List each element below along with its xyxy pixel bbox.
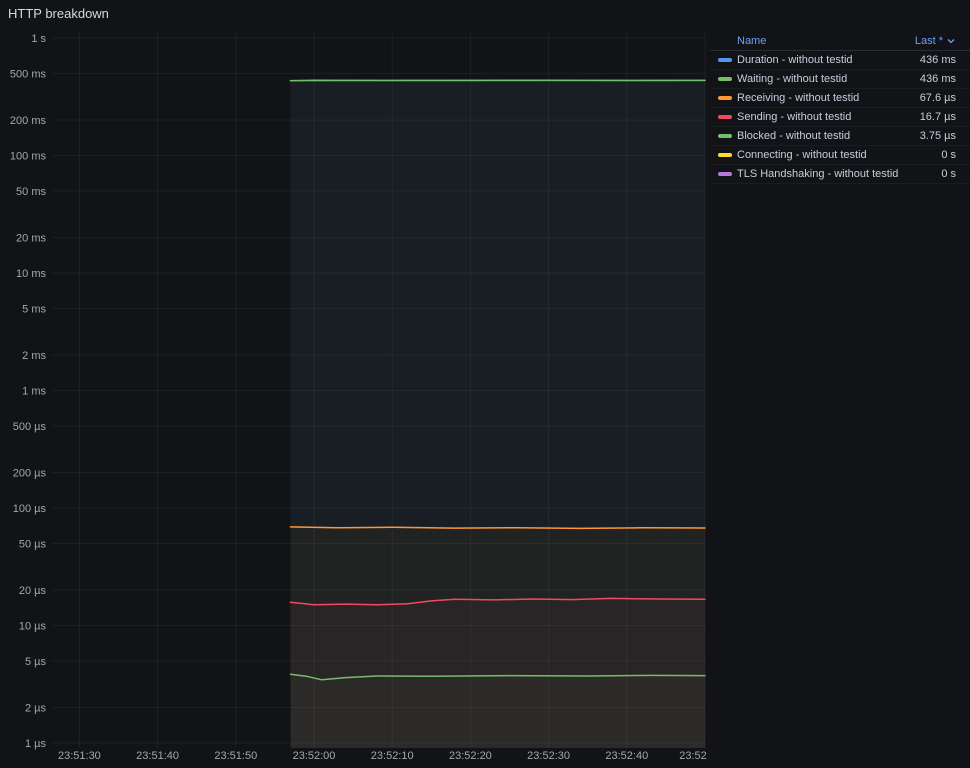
y-tick-label: 100 µs xyxy=(13,503,47,515)
y-tick-label: 50 µs xyxy=(19,538,47,550)
grid xyxy=(52,33,706,748)
x-tick-label: 23:52:00 xyxy=(293,750,336,762)
legend-item[interactable]: Sending - without testid 16.7 µs xyxy=(710,108,970,127)
series-area xyxy=(290,526,705,748)
y-axis-labels: 1 s 500 ms 200 ms 100 ms 50 ms 20 ms 10 ms 5 ms… xyxy=(10,33,47,750)
legend-series-label[interactable]: Receiving - without testid xyxy=(737,92,860,104)
x-tick-label: 23:52:40 xyxy=(605,750,648,762)
x-tick-label: 23:52:10 xyxy=(371,750,414,762)
chevron-down-icon xyxy=(947,39,955,44)
series-area xyxy=(290,598,705,748)
x-tick-label: 23:52:30 xyxy=(527,750,570,762)
series-color-swatch xyxy=(718,77,732,81)
series-color-swatch xyxy=(718,58,732,62)
series-areas xyxy=(290,80,705,748)
y-tick-label: 500 µs xyxy=(13,421,47,433)
series-line xyxy=(289,597,706,606)
legend-series-label[interactable]: TLS Handshaking - without testid xyxy=(737,168,899,180)
series-lines xyxy=(289,79,706,681)
series-line xyxy=(289,79,706,82)
legend-series-value: 0 s xyxy=(941,168,956,180)
y-tick-label: 1 ms xyxy=(22,386,46,398)
legend-series-label[interactable]: Duration - without testid xyxy=(737,54,853,66)
legend-series-value: 67.6 µs xyxy=(919,92,956,104)
y-tick-label: 5 µs xyxy=(25,656,47,668)
series-line xyxy=(289,673,706,681)
series-area xyxy=(290,674,705,748)
panel-title[interactable]: HTTP breakdown xyxy=(8,6,109,21)
series-color-swatch xyxy=(718,172,732,176)
x-tick-label: 23:51:30 xyxy=(58,750,101,762)
legend-item[interactable]: Connecting - without testid 0 s xyxy=(710,146,970,165)
y-tick-label: 200 µs xyxy=(13,468,47,480)
legend-rows: Duration - without testid 436 ms Waiting -… xyxy=(710,51,970,184)
legend-series-value: 16.7 µs xyxy=(919,111,956,123)
series-color-swatch xyxy=(718,153,732,157)
y-tick-label: 1 s xyxy=(31,33,46,45)
y-tick-label: 1 µs xyxy=(25,738,47,750)
legend-series-value: 0 s xyxy=(941,149,956,161)
y-tick-label: 500 ms xyxy=(10,68,47,80)
legend-item[interactable]: TLS Handshaking - without testid 0 s xyxy=(710,165,970,184)
series-area xyxy=(290,80,705,748)
legend-header-name[interactable]: Name xyxy=(737,35,767,47)
legend-item[interactable]: Blocked - without testid 3.75 µs xyxy=(710,127,970,146)
legend-series-value: 436 ms xyxy=(919,54,956,66)
legend: Name Last * Duration - without testid 436… xyxy=(710,32,970,184)
plot-area[interactable] xyxy=(52,33,705,748)
legend-series-value: 436 ms xyxy=(919,73,956,85)
y-tick-label: 100 ms xyxy=(10,151,47,163)
y-tick-label: 50 ms xyxy=(16,186,46,198)
legend-series-label[interactable]: Blocked - without testid xyxy=(737,130,851,142)
legend-header: Name Last * xyxy=(710,32,970,51)
series-color-swatch xyxy=(718,134,732,138)
series-color-swatch xyxy=(718,96,732,100)
y-tick-label: 200 ms xyxy=(10,115,47,127)
legend-series-label[interactable]: Waiting - without testid xyxy=(737,73,848,85)
y-tick-label: 20 µs xyxy=(19,585,47,597)
y-tick-label: 2 ms xyxy=(22,350,46,362)
series-area xyxy=(290,80,705,748)
x-tick-label: 23:52 xyxy=(679,750,707,762)
x-axis-labels: 23:51:30 23:51:40 23:51:50 23:52:00 23:52:10… xyxy=(58,750,707,762)
legend-header-last[interactable]: Last * xyxy=(915,35,956,47)
x-tick-label: 23:51:40 xyxy=(136,750,179,762)
legend-series-label[interactable]: Connecting - without testid xyxy=(737,149,867,161)
legend-item[interactable]: Waiting - without testid 436 ms xyxy=(710,70,970,89)
series-color-swatch xyxy=(718,115,732,119)
legend-header-last-label: Last * xyxy=(914,35,943,47)
legend-item[interactable]: Receiving - without testid 67.6 µs xyxy=(710,89,970,108)
x-tick-label: 23:52:20 xyxy=(449,750,492,762)
legend-series-value: 3.75 µs xyxy=(919,130,956,142)
y-tick-label: 10 µs xyxy=(19,621,47,633)
y-tick-label: 2 µs xyxy=(25,703,47,715)
y-tick-label: 5 ms xyxy=(22,303,46,315)
y-tick-label: 20 ms xyxy=(16,233,46,245)
legend-item[interactable]: Duration - without testid 436 ms xyxy=(710,51,970,70)
legend-series-label[interactable]: Sending - without testid xyxy=(737,111,852,123)
x-tick-label: 23:51:50 xyxy=(214,750,257,762)
series-line xyxy=(289,526,706,530)
y-tick-label: 10 ms xyxy=(16,268,46,280)
